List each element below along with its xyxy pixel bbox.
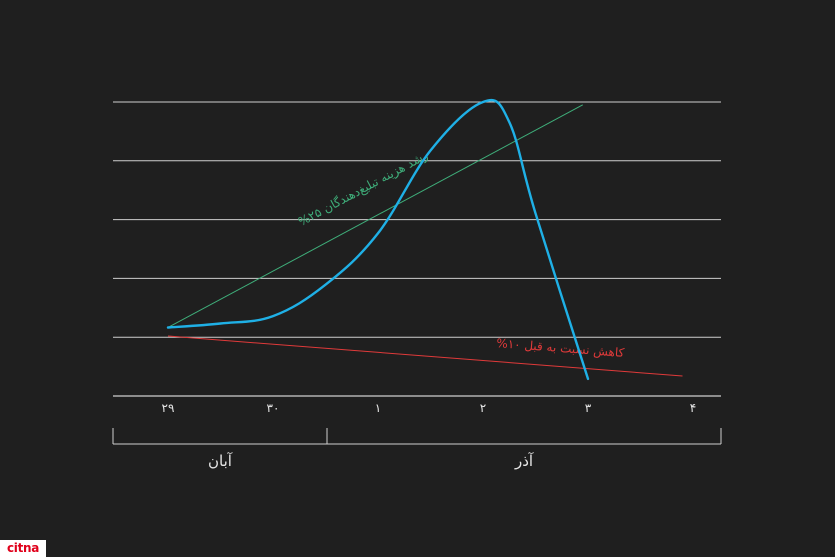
month-label: آبان	[208, 452, 233, 470]
trend-line	[167, 335, 683, 377]
x-tick-label: ۲۹	[162, 401, 175, 415]
x-tick-label: ۳۰	[267, 401, 280, 415]
trend-line-label: %۱۰ کاهش نسبت به قبل	[496, 336, 625, 361]
trend-line-label: %۲۵ رشد هزینه تبلیغ‌دهندگان	[296, 148, 431, 230]
x-tick-label: ۲	[480, 401, 486, 415]
logo-text: citna	[6, 541, 40, 555]
x-tick-label: ۳	[585, 401, 592, 415]
month-label: آذر	[514, 452, 534, 470]
x-tick-label: ۱	[375, 401, 381, 415]
citna-logo: citna	[0, 540, 46, 557]
trend-line	[167, 104, 583, 328]
series-line	[166, 98, 590, 381]
x-tick-label: ۴	[690, 401, 696, 415]
